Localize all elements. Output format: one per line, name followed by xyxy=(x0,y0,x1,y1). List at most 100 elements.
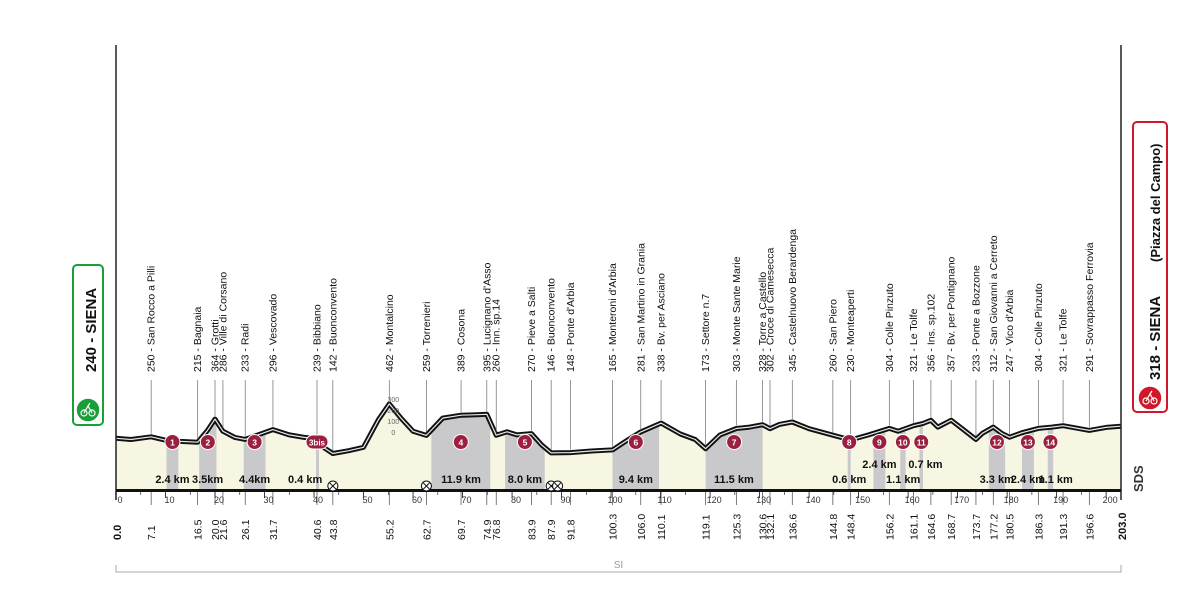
waypoint-km-label: 7.1 xyxy=(146,525,158,540)
sector-marker-circle xyxy=(164,434,181,450)
waypoint-km-label: 62.7 xyxy=(421,519,433,540)
waypoint-label: 173 - Settore n.7 xyxy=(700,294,712,372)
waypoint-km-label: 74.9 xyxy=(482,519,494,540)
sector-length-label: 2.4 km xyxy=(1011,474,1045,486)
footer-bracket xyxy=(115,565,1122,573)
waypoint-label: 165 - Monteroni d'Arbia xyxy=(607,263,619,372)
x-tick-label: 180 xyxy=(1004,495,1019,505)
waypoint-label: 395 - Lucignano d'Asso xyxy=(481,262,493,372)
waypoint-km-label: 168.7 xyxy=(946,514,958,540)
sector-length-label: 2.4 km xyxy=(155,474,189,486)
sector-marker-circle xyxy=(246,434,263,450)
sector-length-label: 1.1 km xyxy=(886,474,920,486)
waypoint-km-label: 144.8 xyxy=(828,514,840,540)
x-tick-label: 190 xyxy=(1053,495,1068,505)
waypoint-km-label: 110.1 xyxy=(656,514,668,540)
x-tick-label: 120 xyxy=(707,495,722,505)
waypoint-km-label: 20.0 xyxy=(210,519,222,540)
mini-scale-label: 200 xyxy=(387,408,399,415)
sector-marker-number: 5 xyxy=(523,438,528,448)
sector-marker-circle xyxy=(894,434,911,450)
waypoint-km-label: 130.6 xyxy=(758,514,770,540)
sector-marker-number: 4 xyxy=(458,438,463,448)
sector-marker-6: 6 xyxy=(627,434,644,450)
waypoint-label: 462 - Montalcino xyxy=(384,294,396,372)
x-tick-label: 150 xyxy=(855,495,870,505)
sector-length-label: 1.1 km xyxy=(1039,474,1073,486)
waypoint-label: 233 - Radi xyxy=(240,324,252,372)
waypoint-km-label: 125.3 xyxy=(731,514,743,540)
sector-marker-1: 1 xyxy=(164,434,181,450)
sector-marker-circle xyxy=(627,434,644,450)
waypoint-km-label: 156.2 xyxy=(884,514,896,540)
sector-marker-11: 11 xyxy=(913,434,930,450)
finish-badge-frame xyxy=(1132,121,1168,413)
waypoint-label: 239 - Bibbiano xyxy=(312,304,324,372)
waypoint-km-label: 136.6 xyxy=(787,514,799,540)
waypoint-label: 303 - Monte Sante Marie xyxy=(731,256,743,372)
waypoint-km-label: 26.1 xyxy=(240,519,252,540)
x-tick-label: 140 xyxy=(806,495,821,505)
sector-marker-circle xyxy=(1042,434,1059,450)
sector-marker-circle xyxy=(913,434,930,450)
waypoint-label: 356 - Ins. sp.102 xyxy=(925,294,937,372)
waypoint-label: 321 - Le Tolfe xyxy=(908,308,920,372)
waypoint-label: 146 - Buonconvento xyxy=(546,278,558,372)
x-tick-label: 110 xyxy=(657,495,671,505)
sector-length-label: 2.4 km xyxy=(862,459,896,471)
x-tick-label: 170 xyxy=(954,495,969,505)
x-tick-label: 130 xyxy=(756,495,771,505)
waypoint-km-label: 91.8 xyxy=(565,519,577,540)
sector-marker-2: 2 xyxy=(199,434,216,450)
sector-length-label: 3.5km xyxy=(192,474,223,486)
crossing-line xyxy=(554,482,561,490)
sds-logo: SDS xyxy=(1131,465,1146,492)
cyclist-wheel xyxy=(80,409,88,417)
sector-length-label: 11.9 km xyxy=(441,474,481,486)
sector-marker-5: 5 xyxy=(516,434,533,450)
sector-marker-7: 7 xyxy=(726,434,743,450)
waypoint-label: 260 - San Piero xyxy=(827,299,839,372)
waypoint-label: 321 - Le Tolfe xyxy=(1058,308,1070,372)
waypoint-km-label: 164.6 xyxy=(926,514,938,540)
waypoint-label: 148 - Ponte d'Arbia xyxy=(565,282,577,372)
mini-scale-label: 300 xyxy=(387,397,399,404)
sector-marker-number: 2 xyxy=(205,438,210,448)
x-tick-label: 90 xyxy=(561,495,571,505)
cyclist-frame xyxy=(83,402,93,414)
waypoint-label: 302 - Croce di Camesecca xyxy=(764,248,776,372)
x-tick-label: 80 xyxy=(511,495,521,505)
sector-marker-14: 14 xyxy=(1042,434,1059,450)
waypoint-km-label: 69.7 xyxy=(456,519,468,540)
x-tick-label: 70 xyxy=(462,495,472,505)
waypoint-label: 250 - San Rocco a Pilli xyxy=(146,266,158,372)
waypoint-label: 215 - Bagnaia xyxy=(192,306,204,372)
waypoint-label: 338 - Bv. per Asciano xyxy=(656,273,668,372)
mini-scale-label: 100 xyxy=(387,419,399,426)
waypoint-km-label: 191.3 xyxy=(1058,514,1070,540)
waypoint-label: 233 - Ponte a Bozzone xyxy=(970,265,982,372)
x-tick-label: 50 xyxy=(363,495,373,505)
finish-km-label: 203.0 xyxy=(1117,512,1129,540)
waypoint-km-label: 40.6 xyxy=(312,519,324,540)
sector-marker-number: 11 xyxy=(917,438,926,448)
start-km-label: 0.0 xyxy=(112,525,124,540)
waypoint-km-label: 186.3 xyxy=(1033,514,1045,540)
waypoint-label: 312 - San Giovanni a Cerreto xyxy=(988,235,1000,372)
sector-marker-number: 1 xyxy=(170,438,175,448)
x-tick-label: 20 xyxy=(214,495,224,505)
sector-marker-3bis: 3bis xyxy=(305,434,329,450)
waypoint-label: 345 - Castelnuovo Berardenga xyxy=(787,229,799,372)
x-tick-label: 0 xyxy=(117,495,122,505)
waypoint-km-label: 148.4 xyxy=(846,514,858,540)
mini-scale-label: 0 xyxy=(391,430,395,437)
sector-marker-10: 10 xyxy=(894,434,911,450)
waypoint-km-label: 132.1 xyxy=(765,514,777,540)
crossing-icon xyxy=(420,480,432,492)
sector-length-label: 4.4km xyxy=(239,474,270,486)
finish-sublabel: (Piazza del Campo) xyxy=(1148,144,1163,262)
start-badge: 240 - SIENA xyxy=(72,264,104,426)
cyclist-icon-bg xyxy=(1137,385,1163,411)
waypoint-label: 364 - Grotti xyxy=(210,319,222,372)
